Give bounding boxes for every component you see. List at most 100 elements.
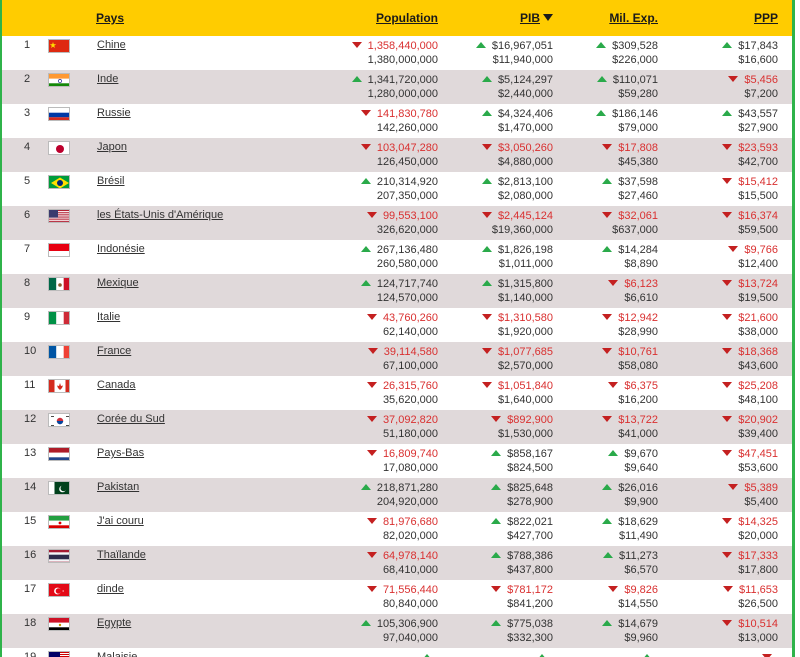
ppp-header[interactable]: PPP: [753, 11, 778, 25]
gdp-value: $3,050,260: [497, 142, 553, 154]
rank-number: 2: [24, 73, 31, 85]
country-link[interactable]: Russie: [97, 107, 131, 119]
country-link[interactable]: Japon: [97, 141, 127, 153]
population-value: 39,114,580: [383, 346, 438, 358]
country-cell[interactable]: dinde: [96, 580, 286, 614]
country-link[interactable]: les États-Unis d'Amérique: [97, 209, 224, 221]
rank-number: 9: [24, 311, 31, 323]
ppp-cell: $13,724 $19,500: [676, 274, 792, 308]
rank-cell: 17: [2, 580, 48, 614]
population-secondary: 1,380,000,000: [367, 54, 438, 66]
ppp-value: $18,368: [738, 346, 778, 358]
gdp-header-label[interactable]: PIB: [519, 11, 540, 25]
country-link[interactable]: Indonésie: [97, 243, 145, 255]
country-cell[interactable]: J'ai couru: [96, 512, 286, 546]
country-link[interactable]: Pakistan: [97, 481, 140, 493]
country-link[interactable]: Inde: [97, 73, 119, 85]
decrease-arrow-icon: [608, 280, 619, 287]
rank-number: 6: [24, 209, 31, 221]
increase-arrow-icon: [602, 620, 613, 627]
increase-arrow-icon: [602, 518, 613, 525]
country-cell[interactable]: France: [96, 342, 286, 376]
turkey-flag-icon: [48, 583, 70, 597]
flag-cell: [48, 206, 96, 240]
country-cell[interactable]: Italie: [96, 308, 286, 342]
country-cell[interactable]: Pays-Bas: [96, 444, 286, 478]
country-cell[interactable]: Pakistan: [96, 478, 286, 512]
increase-arrow-icon: [481, 178, 492, 185]
mil-exp-cell: $12,942 $28,990: [571, 308, 676, 342]
country-cell[interactable]: Egypte: [96, 614, 286, 648]
country-cell[interactable]: Brésil: [96, 172, 286, 206]
country-cell[interactable]: Malaisie: [96, 648, 286, 657]
country-link[interactable]: Corée du Sud: [97, 413, 165, 425]
country-link[interactable]: Canada: [97, 379, 136, 391]
decrease-arrow-icon: [608, 586, 619, 593]
country-cell[interactable]: Chine: [96, 36, 286, 70]
country-header[interactable]: Pays: [96, 11, 125, 25]
decrease-arrow-icon: [602, 144, 613, 151]
decrease-arrow-icon: [481, 314, 492, 321]
rank-cell: 14: [2, 478, 48, 512]
country-link[interactable]: Brésil: [97, 175, 125, 187]
country-link[interactable]: Thaïlande: [97, 549, 146, 561]
mil-exp-value: $12,942: [618, 312, 658, 324]
population-value: 124,717,740: [376, 278, 438, 290]
ppp-secondary: $38,000: [738, 326, 778, 338]
table-row: 1 Chine 1,358,440,000 1,380,000,000 $16,967,…: [2, 36, 792, 70]
china-flag-icon: [48, 39, 70, 53]
decrease-arrow-icon: [481, 212, 492, 219]
population-value: 43,760,260: [382, 312, 438, 324]
ppp-secondary: $17,800: [738, 564, 778, 576]
country-cell[interactable]: Mexique: [96, 274, 286, 308]
country-cell[interactable]: Corée du Sud: [96, 410, 286, 444]
country-cell[interactable]: Russie: [96, 104, 286, 138]
ppp-cell: $10,514 $13,000: [676, 614, 792, 648]
increase-arrow-icon: [603, 552, 614, 559]
mil-exp-header[interactable]: Mil. Exp.: [609, 11, 658, 25]
country-link[interactable]: Italie: [97, 311, 121, 323]
country-link[interactable]: Mexique: [97, 277, 139, 289]
increase-arrow-icon: [481, 280, 492, 287]
ppp-cell: $23,593 $42,700: [676, 138, 792, 172]
rank-number: 3: [24, 107, 31, 119]
gdp-secondary: $427,700: [507, 530, 553, 542]
ppp-cell: $43,557 $27,900: [676, 104, 792, 138]
country-link[interactable]: Malaisie: [97, 651, 138, 657]
mil-exp-cell: $17,808 $45,380: [571, 138, 676, 172]
flag-cell: [48, 342, 96, 376]
country-cell[interactable]: Japon: [96, 138, 286, 172]
country-link[interactable]: J'ai couru: [97, 515, 144, 527]
mil-exp-cell: $14,284 $8,890: [571, 240, 676, 274]
gdp-header[interactable]: PIB: [456, 0, 571, 36]
country-cell[interactable]: Inde: [96, 70, 286, 104]
country-cell[interactable]: les États-Unis d'Amérique: [96, 206, 286, 240]
flag-cell: [48, 444, 96, 478]
mil-exp-cell: $14,679 $9,960: [571, 614, 676, 648]
gdp-value: $4,324,406: [497, 108, 553, 120]
mil-exp-secondary: $8,890: [624, 258, 658, 270]
population-secondary: 326,620,000: [376, 224, 438, 236]
country-link[interactable]: Chine: [97, 39, 126, 51]
country-link[interactable]: Pays-Bas: [97, 447, 145, 459]
population-secondary: 97,040,000: [382, 632, 438, 644]
country-link[interactable]: France: [97, 345, 132, 357]
rank-cell: 19: [2, 648, 48, 657]
country-link[interactable]: dinde: [97, 583, 124, 595]
table-row: 3 Russie 141,830,780 142,260,000 $4,324,406 $…: [2, 104, 792, 138]
country-cell[interactable]: Thaïlande: [96, 546, 286, 580]
russia-flag-icon: [48, 107, 70, 121]
country-cell[interactable]: Indonésie: [96, 240, 286, 274]
population-header[interactable]: Population: [376, 11, 438, 25]
rank-cell: 15: [2, 512, 48, 546]
decrease-arrow-icon: [728, 484, 739, 491]
rank-cell: 11: [2, 376, 48, 410]
population-cell: 218,871,280 204,920,000: [286, 478, 456, 512]
decrease-arrow-icon: [762, 654, 772, 657]
ppp-cell: $21,600 $38,000: [676, 308, 792, 342]
country-cell[interactable]: Canada: [96, 376, 286, 410]
country-link[interactable]: Egypte: [97, 617, 132, 629]
mil-exp-cell: $37,598 $27,460: [571, 172, 676, 206]
thailand-flag-icon: [48, 549, 70, 563]
rank-cell: 2: [2, 70, 48, 104]
